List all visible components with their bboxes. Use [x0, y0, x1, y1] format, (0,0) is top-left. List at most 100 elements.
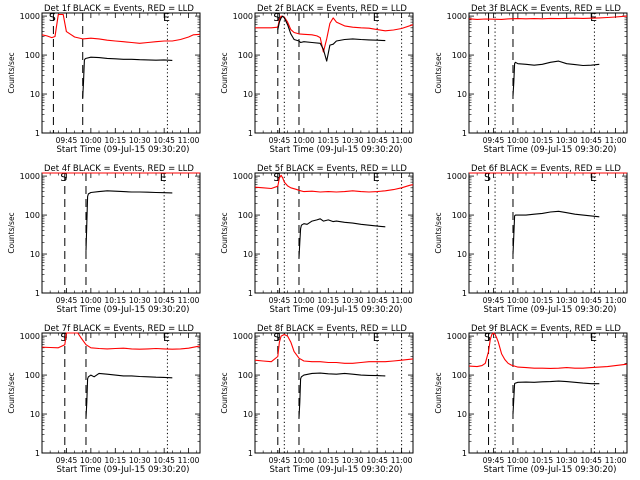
- x-tick-label: 09:45: [483, 456, 505, 465]
- series-lld-line: [41, 13, 201, 44]
- y-axis-label: Counts/sec: [434, 212, 443, 253]
- time-marker-label: E: [590, 11, 597, 24]
- y-tick-label: 100: [452, 211, 467, 220]
- panel-1: Det 1f BLACK = Events, RED = LLD 1 10 100 10…: [7, 4, 201, 155]
- x-tick-label: 09:45: [483, 136, 505, 145]
- x-tick-label: 10:00: [293, 296, 315, 305]
- x-tick-label: 10:00: [293, 456, 315, 465]
- x-tick-label: 10:15: [531, 456, 553, 465]
- series-events-line: [85, 372, 173, 418]
- x-tick-label: 10:45: [366, 136, 388, 145]
- y-tick-label: 1000: [20, 332, 40, 341]
- x-tick-label: 10:30: [556, 456, 578, 465]
- x-tick-label: 09:45: [56, 296, 78, 305]
- y-tick-label: 1000: [447, 332, 467, 341]
- y-tick-label: 10: [243, 410, 253, 419]
- y-tick-label: 1000: [447, 12, 467, 21]
- panel-title: Det 9f BLACK = Events, RED = LLD: [471, 324, 621, 334]
- series-events-line: [85, 190, 173, 251]
- time-marker-label: S: [484, 331, 491, 344]
- y-tick-label: 100: [25, 51, 40, 60]
- x-tick-label: 10:30: [556, 296, 578, 305]
- x-tick-label: 10:30: [342, 296, 364, 305]
- x-tick-label: 10:00: [80, 136, 102, 145]
- x-tick-label: 10:15: [104, 136, 126, 145]
- time-marker-label: S: [484, 171, 491, 184]
- panel-7: Det 7f BLACK = Events, RED = LLD 1 10 100 10…: [7, 324, 201, 475]
- x-axis-label: Start Time (09-Jul-15 09:30:20): [57, 305, 190, 315]
- y-tick-label: 10: [243, 250, 253, 259]
- y-tick-label: 100: [25, 211, 40, 220]
- time-marker-label: S: [49, 11, 56, 24]
- y-tick-label: 100: [452, 371, 467, 380]
- y-tick-label: 1000: [20, 12, 40, 21]
- plot-frame: [254, 332, 414, 454]
- series-lld-line: [468, 332, 628, 369]
- series-events-line: [512, 210, 600, 255]
- panel-title: Det 5f BLACK = Events, RED = LLD: [257, 164, 407, 174]
- plot-frame: [41, 332, 201, 454]
- panel-6: Det 6f BLACK = Events, RED = LLD 1 10 100 10…: [434, 164, 628, 315]
- x-tick-label: 11:00: [178, 296, 200, 305]
- x-tick-label: 11:00: [178, 136, 200, 145]
- y-axis-label: Counts/sec: [7, 372, 16, 413]
- x-tick-label: 10:15: [531, 136, 553, 145]
- panel-title: Det 3f BLACK = Events, RED = LLD: [471, 4, 621, 14]
- y-tick-label: 10: [243, 90, 253, 99]
- y-tick-label: 10: [30, 410, 40, 419]
- plot-frame: [468, 332, 628, 454]
- y-tick-label: 10: [457, 90, 467, 99]
- panel-title: Det 8f BLACK = Events, RED = LLD: [257, 324, 407, 334]
- time-marker-label: S: [273, 171, 280, 184]
- x-tick-label: 10:45: [366, 456, 388, 465]
- panel-title: Det 4f BLACK = Events, RED = LLD: [44, 164, 194, 174]
- y-tick-label: 100: [238, 371, 253, 380]
- plot-frame: [41, 12, 201, 134]
- y-tick-label: 10: [457, 250, 467, 259]
- x-tick-label: 10:15: [317, 456, 339, 465]
- y-tick-label: 1: [35, 289, 40, 298]
- series-lld-line: [41, 332, 201, 350]
- y-axis-label: Counts/sec: [220, 372, 229, 413]
- y-tick-label: 100: [452, 51, 467, 60]
- x-axis-label: Start Time (09-Jul-15 09:30:20): [57, 465, 190, 475]
- x-tick-label: 10:30: [129, 456, 151, 465]
- plot-frame: [254, 172, 414, 294]
- x-tick-label: 09:45: [269, 136, 291, 145]
- y-tick-label: 1: [35, 449, 40, 458]
- x-tick-label: 10:45: [153, 136, 175, 145]
- time-marker-label: S: [60, 171, 67, 184]
- series-lld-line: [255, 15, 414, 53]
- panel-2: Det 2f BLACK = Events, RED = LLD 1 10 100 10…: [220, 4, 414, 155]
- y-tick-label: 100: [238, 211, 253, 220]
- x-tick-label: 10:15: [104, 296, 126, 305]
- time-marker-label: E: [373, 11, 380, 24]
- y-axis-label: Counts/sec: [434, 372, 443, 413]
- time-marker-label: E: [160, 171, 167, 184]
- time-marker-label: E: [163, 11, 170, 24]
- panel-9: Det 9f BLACK = Events, RED = LLD 1 10 100 10…: [434, 324, 628, 475]
- panel-title: Det 6f BLACK = Events, RED = LLD: [471, 164, 621, 174]
- x-axis-label: Start Time (09-Jul-15 09:30:20): [270, 145, 403, 155]
- x-tick-label: 11:00: [391, 136, 413, 145]
- y-tick-label: 1: [462, 449, 467, 458]
- y-tick-label: 1000: [233, 172, 253, 181]
- x-tick-label: 09:45: [269, 296, 291, 305]
- y-tick-label: 1: [35, 129, 40, 138]
- y-tick-label: 1000: [447, 172, 467, 181]
- series-events-line: [512, 380, 600, 415]
- x-tick-label: 09:45: [269, 456, 291, 465]
- y-tick-label: 1: [248, 449, 253, 458]
- x-tick-label: 10:45: [153, 296, 175, 305]
- panel-title: Det 7f BLACK = Events, RED = LLD: [44, 324, 194, 334]
- y-axis-label: Counts/sec: [7, 212, 16, 253]
- time-marker-label: E: [590, 171, 597, 184]
- series-lld-line: [468, 15, 628, 20]
- time-marker-label: E: [163, 331, 170, 344]
- y-tick-label: 1000: [233, 332, 253, 341]
- x-tick-label: 10:15: [317, 136, 339, 145]
- x-tick-label: 10:15: [317, 296, 339, 305]
- x-tick-label: 09:45: [56, 456, 78, 465]
- y-axis-label: Counts/sec: [220, 212, 229, 253]
